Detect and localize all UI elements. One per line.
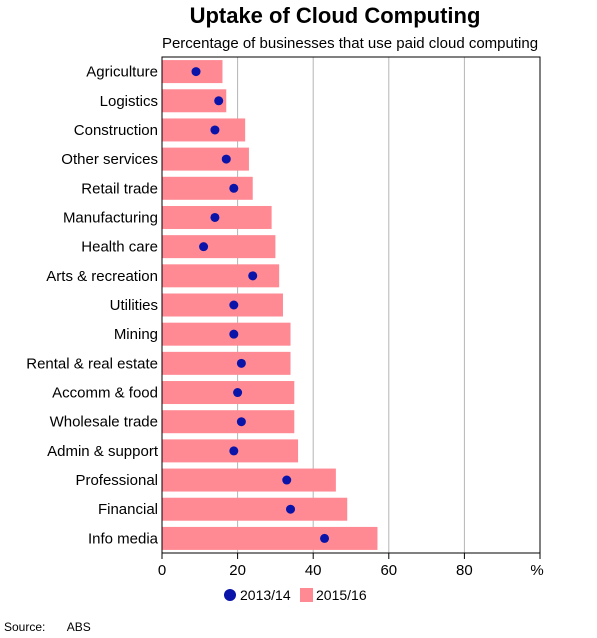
bar [162,526,378,550]
x-tick-label: 0 [158,562,166,579]
legend-label: 2013/14 [240,587,291,603]
category-label: Agriculture [86,64,158,81]
unit-label: % [530,562,543,579]
cloud-uptake-chart: Agriculture Logistics Construction Other se… [26,56,544,603]
data-point [282,475,292,485]
category-label: Utilities [110,297,158,314]
data-point [229,300,239,310]
bar [162,147,249,171]
x-tick-label: 20 [229,562,246,579]
source-label: Source: [4,620,46,634]
category-label: Rental & real estate [26,355,158,372]
x-tick-label: 60 [380,562,397,579]
category-label: Arts & recreation [46,268,158,285]
data-point [320,533,330,543]
legend-dot-marker [224,589,236,601]
category-label: Construction [74,122,158,139]
x-tick-label: 80 [456,562,473,579]
data-point [286,504,296,514]
data-point [248,271,258,281]
bar [162,264,280,288]
chart-title: Uptake of Cloud Computing [189,3,481,28]
bar [162,497,348,521]
category-label: Health care [81,239,158,256]
source-value: ABS [66,620,91,634]
data-point [214,96,224,106]
data-point [229,446,239,456]
data-point [236,358,246,368]
bar [162,468,336,492]
category-label: Retail trade [81,180,158,197]
category-label: Accomm & food [52,385,158,402]
category-label: Professional [75,472,158,489]
bar [162,89,227,113]
data-point [210,125,220,135]
data-point [191,67,201,77]
legend-label: 2015/16 [316,587,367,603]
bar [162,410,295,434]
legend-bar-marker [300,588,313,602]
source-note: Source: ABS [4,620,91,634]
category-label: Logistics [100,93,158,110]
data-point [233,388,243,398]
data-point [210,212,220,222]
category-label: Wholesale trade [50,414,158,431]
bar [162,176,253,200]
data-point [199,242,209,252]
data-point [236,417,246,427]
category-label: Manufacturing [63,209,158,226]
category-label: Financial [98,501,158,518]
data-point [229,183,239,193]
category-label: Mining [114,326,158,343]
category-label: Admin & support [47,443,159,460]
bar [162,351,291,375]
chart-subtitle: Percentage of businesses that use paid c… [161,35,539,52]
data-point [221,154,231,164]
bar [162,293,283,317]
bar [162,235,276,259]
x-tick-label: 40 [305,562,322,579]
bar [162,322,291,346]
category-label: Info media [88,530,159,547]
data-point [229,329,239,339]
bar [162,381,295,405]
bar [162,118,246,142]
category-label: Other services [61,151,158,168]
plot-frame [161,56,541,554]
